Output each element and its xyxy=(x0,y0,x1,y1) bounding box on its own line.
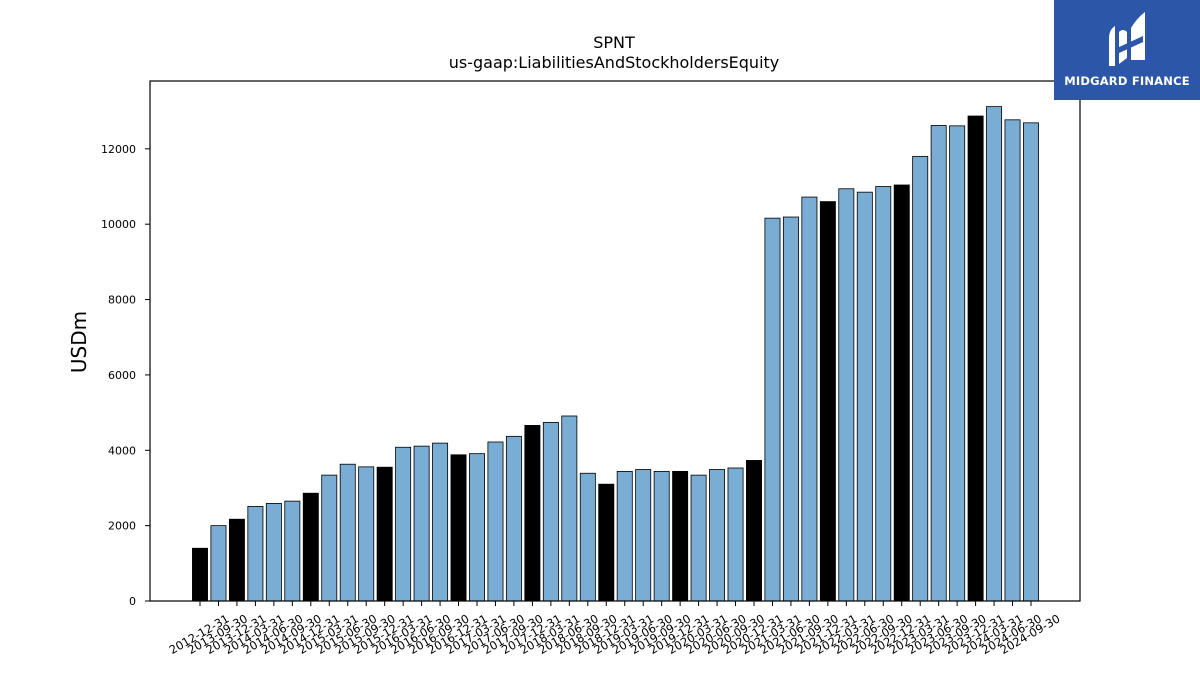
bar-2020-09-30 xyxy=(727,467,744,602)
bar-2023-12-31 xyxy=(967,115,984,602)
bar-2013-12-31 xyxy=(228,518,245,602)
chart-subtitle: us-gaap:LiabilitiesAndStockholdersEquity xyxy=(449,53,780,72)
y-tick-label: 4000 xyxy=(108,444,136,457)
bar-2018-03-31 xyxy=(542,421,559,602)
bar-2016-12-31 xyxy=(450,454,467,602)
bar-2015-06-30 xyxy=(339,463,356,602)
bar-2024-03-31 xyxy=(986,106,1003,602)
bar-2023-06-30 xyxy=(930,125,947,602)
bar-2017-09-30 xyxy=(505,435,522,602)
x-ticks-group: 2012-12-312013-09-302013-12-312014-03-31… xyxy=(167,601,1063,657)
bar-2016-06-30 xyxy=(413,445,430,602)
y-ticks-group: 0 2000 4000 6000 8000 10000 12000 xyxy=(101,143,150,608)
bar-2021-03-31 xyxy=(764,217,781,602)
bar-2014-03-31 xyxy=(247,506,264,602)
bar-2023-03-31 xyxy=(912,155,929,602)
bar-2022-09-30 xyxy=(875,186,892,602)
bar-2024-06-30 xyxy=(1004,119,1021,602)
midgard-logo-icon xyxy=(1109,12,1145,66)
bar-2017-03-31 xyxy=(469,453,485,602)
bar-2016-09-30 xyxy=(432,442,449,602)
bar-2023-09-30 xyxy=(949,125,966,602)
bar-2014-06-30 xyxy=(265,503,282,602)
bar-2014-12-31 xyxy=(302,492,319,602)
bar-2019-03-31 xyxy=(616,470,633,602)
y-tick-label: 12000 xyxy=(101,143,136,156)
y-axis-label: USDm xyxy=(67,311,91,373)
bar-2017-12-31 xyxy=(524,425,541,602)
bar-2020-03-31 xyxy=(690,474,707,602)
bar-2012-12-31 xyxy=(192,547,208,602)
bar-2022-03-31 xyxy=(838,188,855,602)
brand-logo: MIDGARD FINANCE xyxy=(1054,0,1200,100)
y-tick-label: 10000 xyxy=(101,218,136,231)
bar-2018-12-31 xyxy=(598,483,615,602)
bar-2016-03-31 xyxy=(395,446,412,602)
bar-2019-12-31 xyxy=(672,470,689,602)
bar-2019-09-30 xyxy=(653,470,670,602)
y-tick-label: 2000 xyxy=(108,520,136,533)
bar-2019-06-30 xyxy=(635,469,652,602)
bar-2018-06-30 xyxy=(561,415,578,602)
bar-2020-06-30 xyxy=(709,469,726,602)
bar-2013-09-30 xyxy=(210,525,227,602)
y-tick-label: 8000 xyxy=(108,294,136,307)
bar-2015-09-30 xyxy=(358,466,375,602)
bar-2015-12-31 xyxy=(376,466,393,602)
bar-2020-12-31 xyxy=(746,460,762,602)
bar-2018-09-30 xyxy=(579,472,596,602)
bar-2014-09-30 xyxy=(284,500,301,602)
y-tick-label: 0 xyxy=(129,595,136,608)
bar-2021-12-31 xyxy=(819,201,836,602)
bar-2021-06-30 xyxy=(782,216,799,602)
bar-2024-09-30 xyxy=(1023,122,1039,602)
bar-2017-06-30 xyxy=(487,441,504,602)
bar-2015-03-31 xyxy=(321,474,338,602)
bars-group xyxy=(192,106,1039,602)
bar-2022-12-31 xyxy=(893,184,910,602)
plot-frame xyxy=(149,80,1081,602)
bar-2022-06-30 xyxy=(856,191,873,602)
y-tick-label: 6000 xyxy=(108,369,136,382)
logo-text: MIDGARD FINANCE xyxy=(1064,74,1190,88)
bar-2021-09-30 xyxy=(801,196,818,602)
chart-title: SPNT xyxy=(593,33,635,52)
